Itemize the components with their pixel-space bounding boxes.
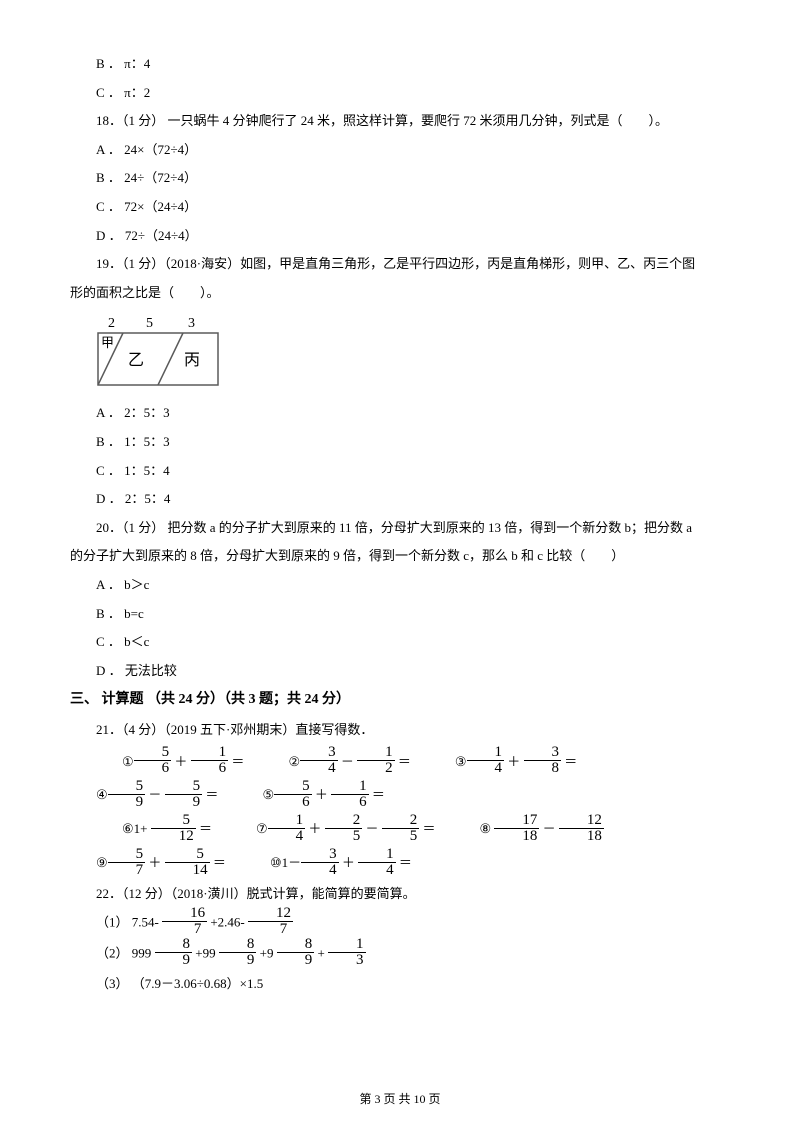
diagram-label-5: 5 xyxy=(146,316,153,331)
q22-stem: 22．（12 分）（2018·潢川）脱式计算，能简算的要简算。 xyxy=(70,880,730,909)
diagram-label-bing: 丙 xyxy=(184,352,200,369)
q21-row2: ⑥1+ 512 ＝⑦14 ＋ 25 － 25 ＝⑧ 1718 － 1218⑨57… xyxy=(70,812,730,880)
q22-l1-pre: （1） 7.54- xyxy=(96,915,162,930)
q22-l2-f2: 89 xyxy=(219,937,257,968)
q21-stem: 21．（4 分）（2019 五下·邓州期末）直接写得数． xyxy=(70,716,730,745)
q20-stem2: 的分子扩大到原来的 8 倍，分母扩大到原来的 9 倍，得到一个新分数 c，那么 … xyxy=(70,542,730,571)
diagram-label-jia: 甲 xyxy=(101,335,114,350)
q18-stem: 18．（1 分） 一只蜗牛 4 分钟爬行了 24 米，照这样计算，要爬行 72 … xyxy=(70,107,730,136)
q19-stem2: 形的面积之比是（ ）。 xyxy=(70,279,730,308)
q20-optD: D ． 无法比较 xyxy=(70,657,730,686)
page-footer: 第 3 页 共 10 页 xyxy=(0,1086,800,1112)
q17-optB: B ． π：4 xyxy=(70,50,730,79)
q22-line3: （3） （7.9－3.06÷0.68）×1.5 xyxy=(70,970,730,999)
q19-optA: A ． 2：5：3 xyxy=(70,399,730,428)
q22-l2-pre: （2） 999 xyxy=(96,946,155,961)
q18-optC: C ． 72×（24÷4） xyxy=(70,193,730,222)
q18-optD: D ． 72÷（24÷4） xyxy=(70,222,730,251)
q22-line1: （1） 7.54- 167 +2.46- 127 xyxy=(70,908,730,939)
q22-l1-f1: 167 xyxy=(162,906,207,937)
q20-optB: B ． b=c xyxy=(70,600,730,629)
q19-stem1: 19．（1 分）（2018·海安）如图，甲是直角三角形，乙是平行四边形，丙是直角… xyxy=(70,250,730,279)
q18-optA: A ． 24×（72÷4） xyxy=(70,136,730,165)
q20-stem1: 20．（1 分） 把分数 a 的分子扩大到原来的 11 倍，分母扩大到原来的 1… xyxy=(70,514,730,543)
section3-heading: 三、 计算题 （共 24 分）（共 3 题；共 24 分） xyxy=(70,685,730,716)
q21-row1: ①56 ＋ 16 ＝②34 － 12 ＝③14 ＋ 38 ＝④59 － 59 ＝… xyxy=(70,745,730,813)
q19-optD: D ． 2：5：4 xyxy=(70,485,730,514)
q20-optC: C ． b＜c xyxy=(70,628,730,657)
q22-line2: （2） 999 89 +99 89 +9 89 + 13 xyxy=(70,939,730,970)
diagram-label-3: 3 xyxy=(188,316,195,331)
q18-optB: B ． 24÷（72÷4） xyxy=(70,164,730,193)
q22-l1-mid: +2.46- xyxy=(207,915,248,930)
q22-l2-f1: 89 xyxy=(155,937,193,968)
q22-l2-f3: 89 xyxy=(277,937,315,968)
q22-l2-f4: 13 xyxy=(328,937,366,968)
q22-l1-f2: 127 xyxy=(248,906,293,937)
q17-optC: C ． π：2 xyxy=(70,79,730,108)
diagram-label-yi: 乙 xyxy=(128,352,144,369)
q20-optA: A ． b＞c xyxy=(70,571,730,600)
q19-diagram: 2 5 3 甲 乙 丙 xyxy=(96,313,730,393)
diagram-label-2: 2 xyxy=(108,316,115,331)
q19-optB: B ． 1：5：3 xyxy=(70,428,730,457)
q19-optC: C ． 1：5：4 xyxy=(70,457,730,486)
